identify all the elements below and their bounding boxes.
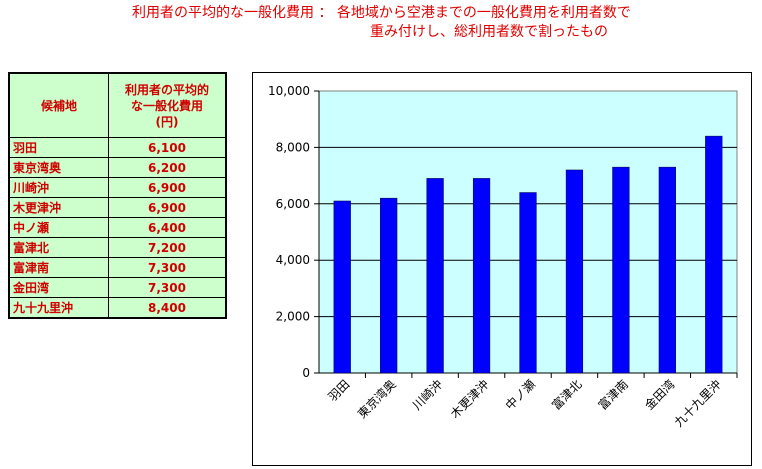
x-tick-label: 富津北 [548, 377, 584, 413]
row-name: 羽田 [8, 137, 109, 158]
row-value: 7,200 [108, 237, 227, 258]
y-tick-label: 2,000 [276, 310, 310, 324]
title-line-2: 重み付けし、総利用者数で割ったもの [370, 24, 608, 40]
row-value: 6,100 [108, 137, 227, 158]
y-tick-label: 4,000 [276, 253, 310, 267]
bar [380, 197, 398, 374]
row-name: 富津南 [8, 257, 109, 278]
x-tick-label: 木更津沖 [448, 377, 492, 421]
column-header-value: 利用者の平均的 な一般化費用 (円) [108, 72, 227, 138]
bar [519, 192, 537, 374]
row-name: 九十九里沖 [8, 297, 109, 319]
x-tick-label: 東京湾奥 [354, 377, 399, 422]
x-tick-label: 九十九里沖 [672, 377, 724, 429]
row-value: 6,200 [108, 157, 227, 178]
row-value: 6,400 [108, 217, 227, 238]
candidate-table: 候補地 利用者の平均的 な一般化費用 (円) 羽田 6,100 東京湾奥 6,200… [8, 72, 227, 319]
table-header-row: 候補地 利用者の平均的 な一般化費用 (円) [8, 72, 227, 138]
table-row: 富津南 7,300 [8, 257, 227, 278]
table-row: 川崎沖 6,900 [8, 177, 227, 198]
row-value: 7,300 [108, 277, 227, 298]
bar [565, 169, 584, 374]
x-tick-label: 川崎沖 [410, 377, 445, 412]
bar [658, 166, 676, 374]
row-name: 木更津沖 [8, 197, 109, 218]
row-name: 富津北 [8, 237, 109, 258]
bar [472, 178, 491, 374]
bar [333, 200, 351, 374]
row-value: 6,900 [108, 197, 227, 218]
table-row: 金田湾 7,300 [8, 277, 227, 298]
row-value: 6,900 [108, 177, 227, 198]
bar [705, 135, 723, 374]
x-tick-label: 羽田 [325, 377, 352, 404]
row-name: 中ノ瀬 [8, 217, 109, 238]
y-tick-label: 0 [302, 366, 310, 380]
column-header-value-line2: な一般化費用 [130, 98, 203, 113]
table-row: 東京湾奥 6,200 [8, 157, 227, 178]
row-name: 金田湾 [8, 277, 109, 298]
x-tick-label: 富津南 [595, 377, 631, 413]
table-row: 羽田 6,100 [8, 137, 227, 158]
bar-chart: 0 2,000 4,000 6,000 8,000 10,000 羽田 東京湾奥 川崎沖 木更津沖… [268, 84, 738, 430]
y-tick-label: 8,000 [276, 140, 310, 154]
bar [426, 178, 444, 374]
x-tick-label: 中ノ瀬 [502, 377, 538, 413]
row-name: 川崎沖 [8, 177, 109, 198]
chart-area: 0 2,000 4,000 6,000 8,000 10,000 羽田 東京湾奥 川崎沖 木更津沖… [252, 72, 752, 466]
y-tick-label: 10,000 [268, 84, 310, 98]
row-value: 7,300 [108, 257, 227, 278]
bar [612, 166, 630, 374]
x-tick-label: 金田湾 [641, 377, 677, 413]
table-row: 富津北 7,200 [8, 237, 227, 258]
table-row: 木更津沖 6,900 [8, 197, 227, 218]
column-header-value-line1: 利用者の平均的 [124, 82, 209, 97]
table-row: 九十九里沖 8,400 [8, 297, 227, 319]
column-header-name: 候補地 [8, 72, 109, 138]
row-value: 8,400 [108, 297, 227, 319]
chart-title: 利用者の平均的な一般化費用 ： 各地域から空港までの一般化費用を利用者数で 重み… [100, 4, 762, 42]
y-tick-label: 6,000 [276, 197, 310, 211]
table-row: 中ノ瀬 6,400 [8, 217, 227, 238]
column-header-unit: (円) [155, 114, 179, 129]
title-line-1: 利用者の平均的な一般化費用 ： 各地域から空港までの一般化費用を利用者数で [132, 5, 631, 21]
row-name: 東京湾奥 [8, 157, 109, 178]
